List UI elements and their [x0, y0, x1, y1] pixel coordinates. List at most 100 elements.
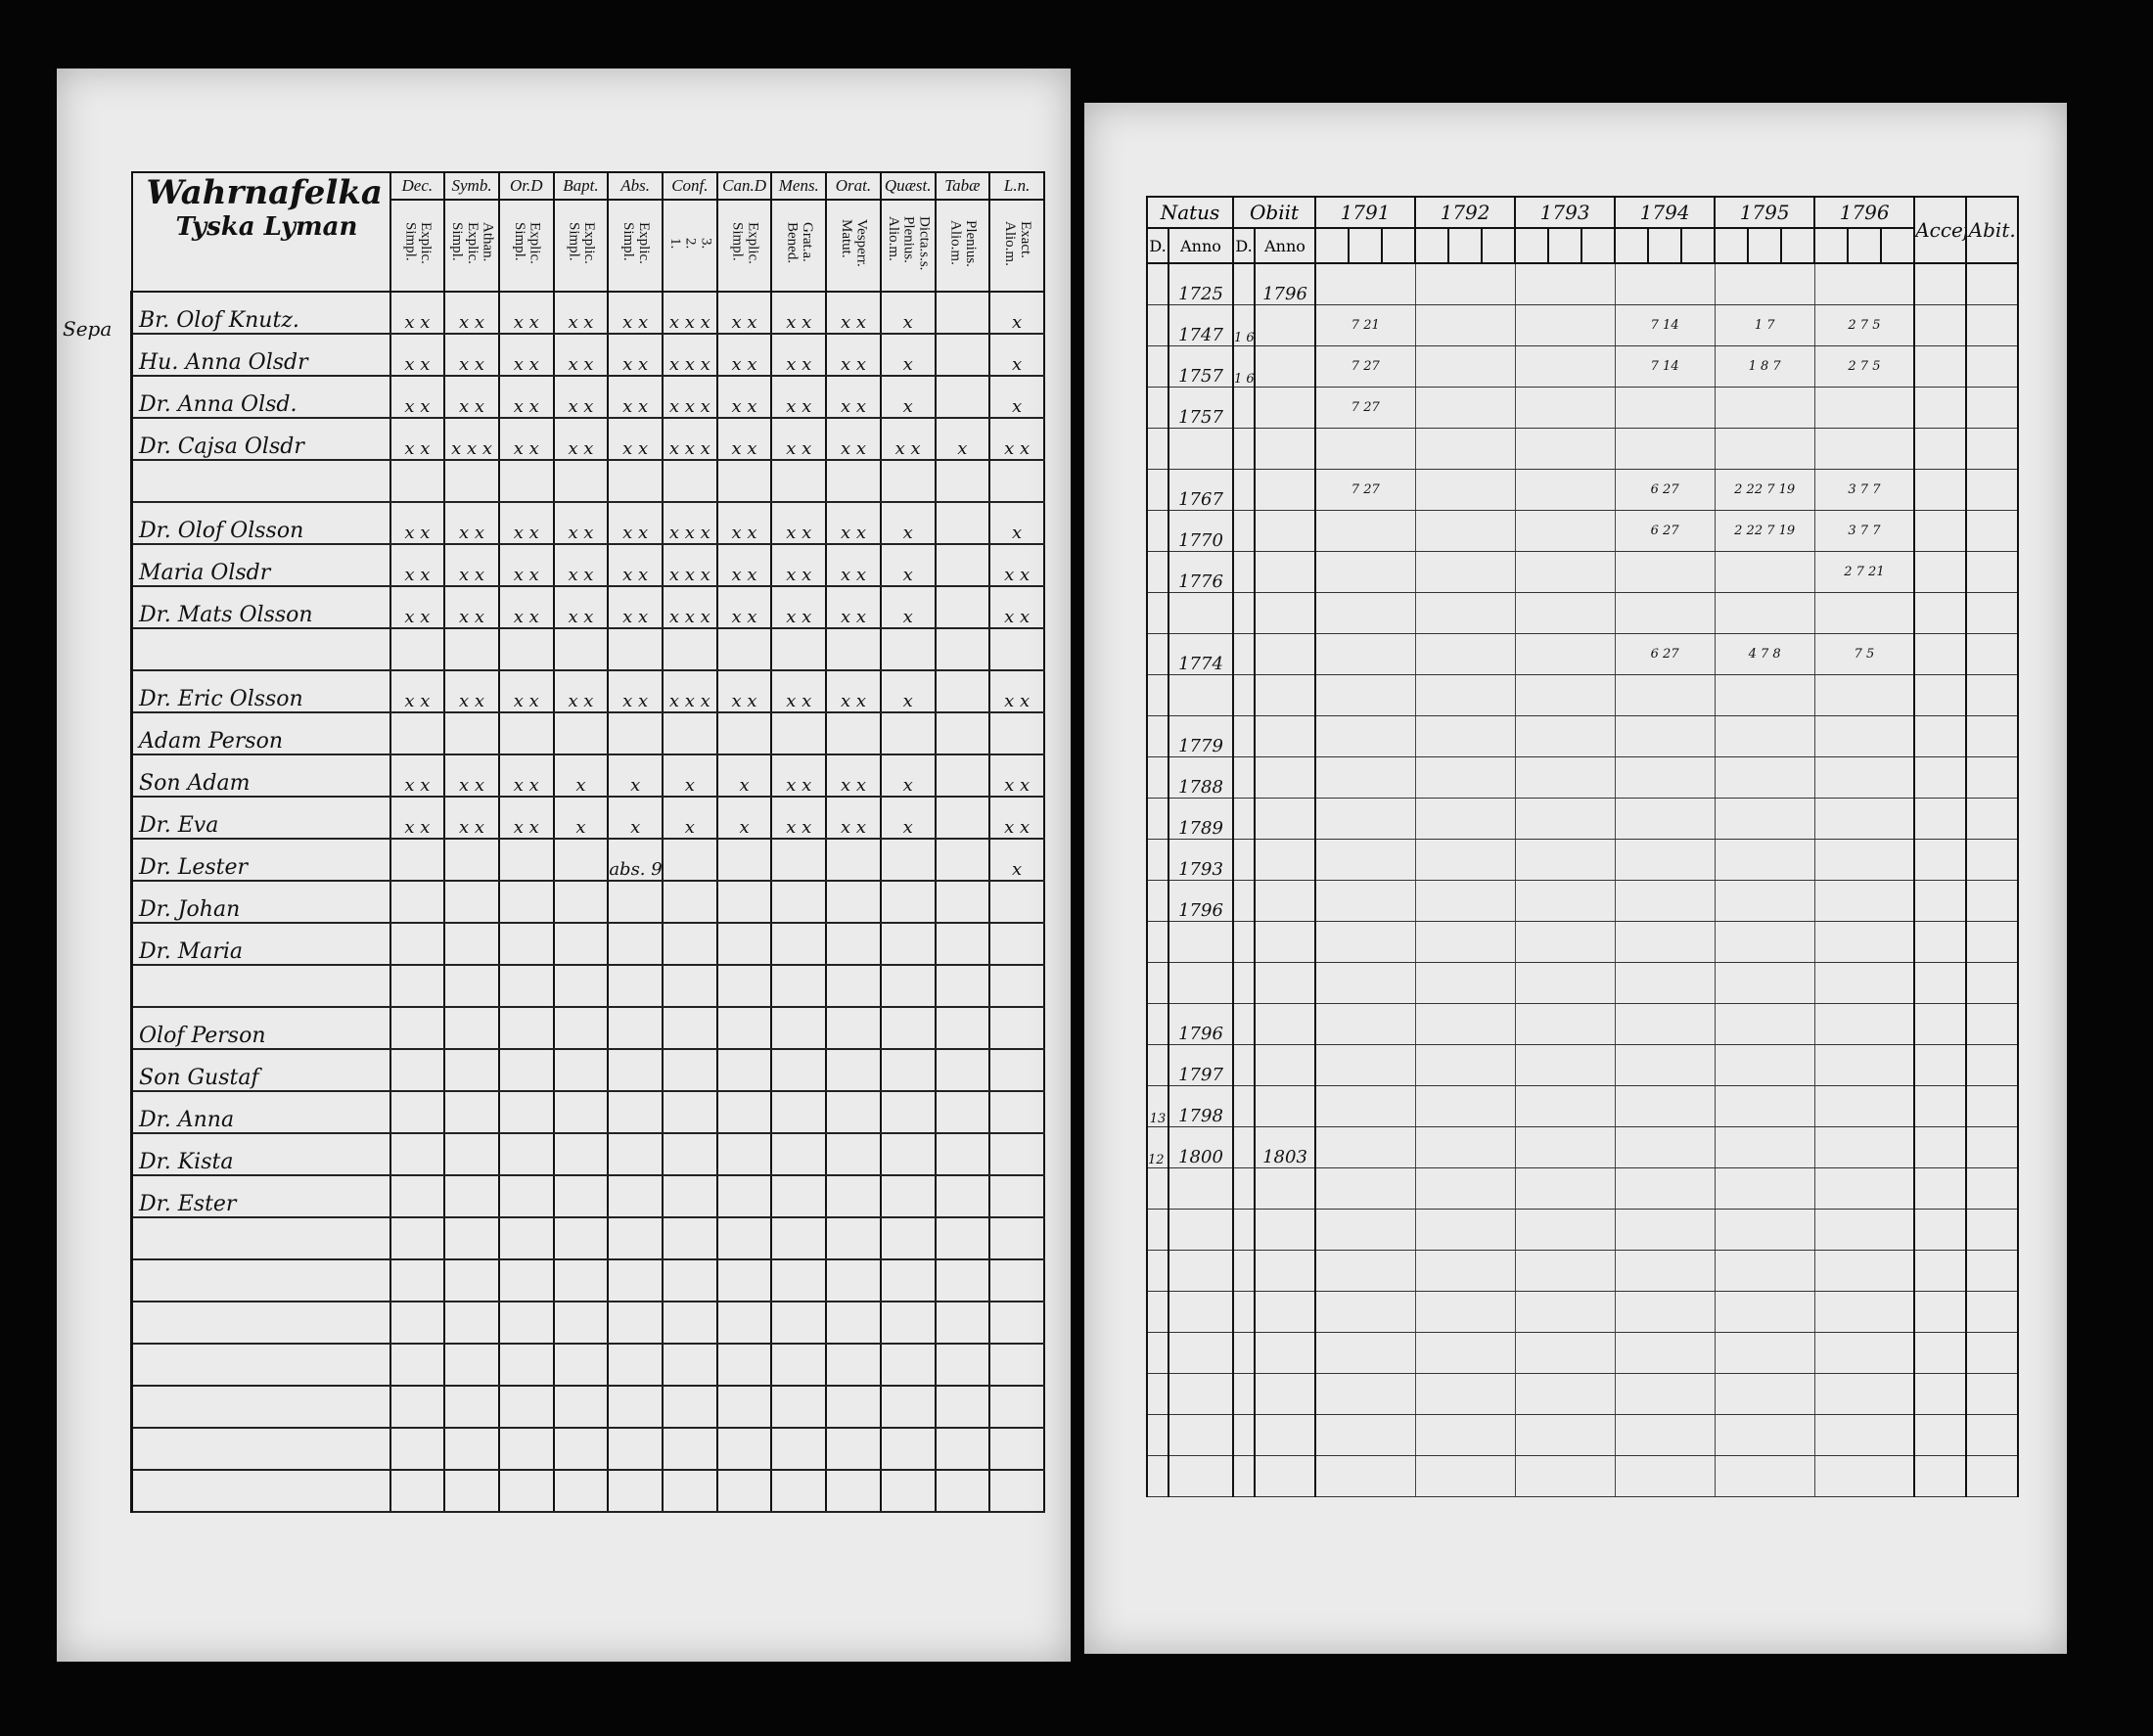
person-name: Dr. Cajsa Olsdr — [130, 418, 391, 461]
exam-mark: x x — [825, 670, 882, 713]
year-note — [1514, 1044, 1616, 1086]
natus-year — [1167, 1373, 1235, 1415]
natus-year: 1800 — [1167, 1126, 1235, 1168]
year-note — [1414, 551, 1516, 593]
exam-mark — [662, 1217, 718, 1260]
table-row: Olof Person — [130, 1007, 1045, 1050]
year-note — [1614, 1291, 1716, 1333]
year-note: 7 21 — [1314, 304, 1416, 346]
obiit-day — [1232, 469, 1257, 511]
accef-cell — [1913, 510, 1968, 552]
year-note — [1614, 1250, 1716, 1292]
table-row — [130, 628, 1045, 671]
table-row: 1757 7 27 — [1146, 387, 2020, 429]
table-row: 1767 7 27 6 27 2 22 7 19 3 7 7 — [1146, 469, 2020, 511]
person-name: Dr. Eric Olsson — [130, 670, 391, 713]
natus-day — [1146, 1250, 1169, 1292]
subheader-text: Explic. Simpl. — [511, 222, 543, 264]
natus-year: 1797 — [1167, 1044, 1235, 1086]
exam-mark — [497, 1175, 555, 1218]
column-subheader: Vesperr. Matut. — [825, 199, 882, 293]
year-note — [1813, 387, 1915, 429]
accef-cell — [1913, 1209, 1968, 1251]
exam-mark — [607, 628, 664, 671]
accef-cell — [1913, 428, 1968, 470]
right-page: Natus Obiit 1791 1792 1793 1794 1795 1796 Acce… — [1084, 103, 2067, 1654]
column-subheader: Exact. Alio.m. — [988, 199, 1045, 293]
exam-mark: x x — [607, 418, 664, 461]
table-row: Son Gustaf — [130, 1049, 1045, 1092]
obiit-year — [1254, 1414, 1317, 1456]
year-note — [1614, 1044, 1716, 1086]
natus-day — [1146, 921, 1169, 963]
year-subcolumn — [1580, 227, 1617, 264]
year-note — [1813, 1332, 1915, 1374]
exam-mark — [770, 1049, 828, 1092]
exam-mark — [879, 1217, 937, 1260]
column-subheader: Athan. Explic. Simpl. — [443, 199, 500, 293]
year-note — [1614, 387, 1716, 429]
exam-mark: x x — [552, 334, 610, 377]
accef-cell — [1913, 551, 1968, 593]
obiit-year — [1254, 674, 1317, 716]
year-note — [1614, 715, 1716, 757]
natus-day — [1146, 469, 1169, 511]
exam-mark — [825, 1049, 882, 1092]
exam-mark — [934, 544, 991, 587]
exam-mark — [934, 586, 991, 629]
exam-mark — [662, 1344, 718, 1387]
exam-mark — [607, 1428, 664, 1471]
exam-mark: x x — [988, 754, 1045, 798]
natus-day: 12 26 — [1146, 1126, 1169, 1168]
obiit-year — [1254, 1167, 1317, 1210]
table-row: Dr. Ester — [130, 1175, 1045, 1218]
exam-mark: x x — [879, 418, 937, 461]
year-note — [1414, 1455, 1516, 1497]
exam-mark — [497, 1428, 555, 1471]
exam-mark — [662, 1091, 718, 1134]
exam-mark: x x — [715, 502, 773, 545]
natus-year — [1167, 1250, 1235, 1292]
person-name — [130, 1302, 391, 1345]
obiit-day — [1232, 387, 1257, 429]
exam-mark — [389, 1133, 446, 1176]
subheader-text: Athan. Explic. Simpl. — [449, 222, 496, 264]
accef-cell — [1913, 756, 1968, 799]
subheader-text: Explic. Simpl. — [729, 222, 761, 264]
subheader-text: Vesperr. Matut. — [838, 219, 870, 267]
year-note — [1813, 1044, 1915, 1086]
year-note — [1714, 1044, 1815, 1086]
exam-mark — [770, 881, 828, 924]
year-note — [1314, 1414, 1416, 1456]
person-name: Dr. Olof Olsson — [130, 502, 391, 545]
year-note — [1714, 798, 1815, 840]
year-note — [1514, 1414, 1616, 1456]
accef-cell — [1913, 263, 1968, 305]
exam-mark: x x x — [662, 670, 718, 713]
exam-mark — [825, 628, 882, 671]
year-note — [1414, 839, 1516, 881]
exam-mark — [389, 1217, 446, 1260]
year-note — [1614, 551, 1716, 593]
table-row: Dr. Kista — [130, 1133, 1045, 1176]
year-note — [1714, 1250, 1815, 1292]
exam-mark: x — [934, 418, 991, 461]
exam-mark — [770, 1175, 828, 1218]
obiit-day — [1232, 1250, 1257, 1292]
exam-mark: abs. 96. — [607, 839, 664, 882]
person-name: Hu. Anna Olsdr — [130, 334, 391, 377]
exam-mark — [715, 965, 773, 1008]
accef-cell — [1913, 1332, 1968, 1374]
year-note — [1514, 1167, 1616, 1210]
exam-mark: x x — [770, 544, 828, 587]
year-note — [1714, 1414, 1815, 1456]
year-note: 6 27 — [1614, 633, 1716, 675]
abit-cell — [1965, 1044, 2020, 1086]
natus-day — [1146, 1209, 1169, 1251]
natus-year: 1757 — [1167, 345, 1235, 388]
exam-mark: x x — [607, 334, 664, 377]
exam-mark — [988, 1049, 1045, 1092]
person-name: Son Adam — [130, 754, 391, 798]
obiit-day — [1232, 962, 1257, 1004]
